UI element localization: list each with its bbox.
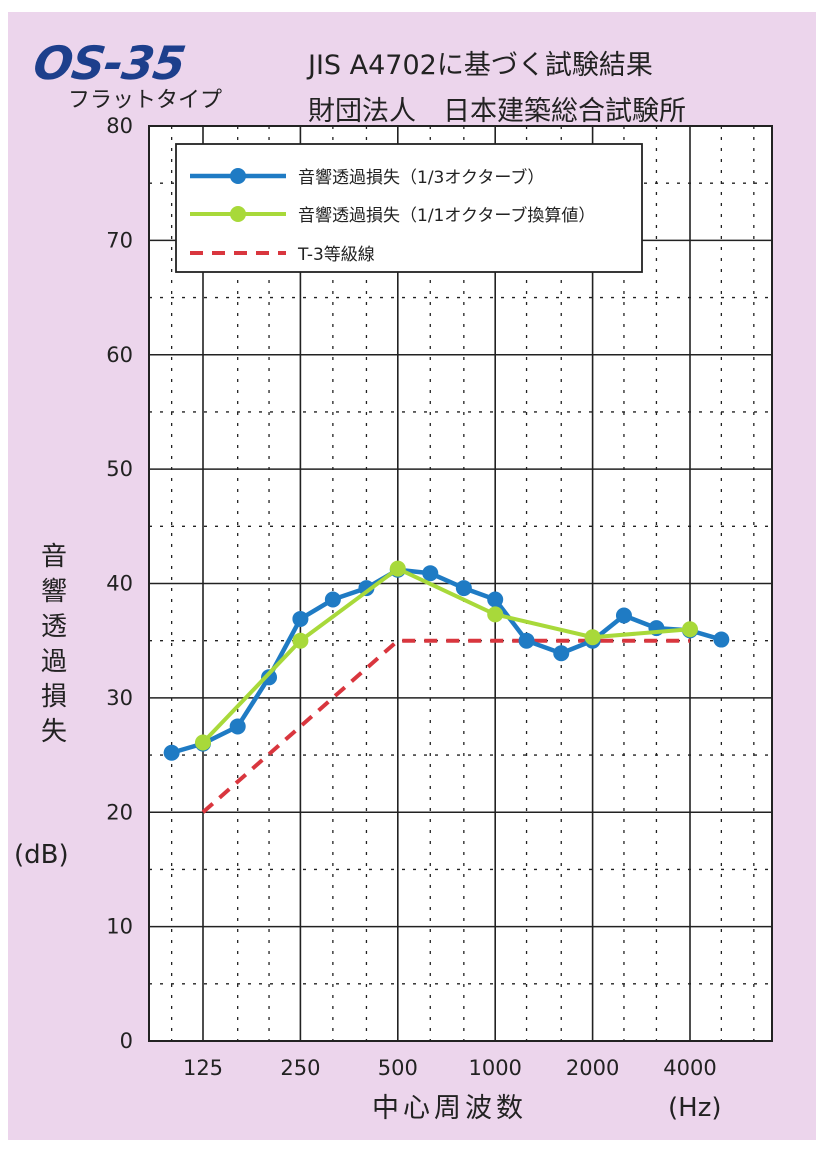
plot-border	[148, 125, 773, 1042]
x-tick-label: 4000	[663, 1056, 716, 1080]
third-octave-point	[422, 565, 439, 582]
legend-box	[175, 143, 643, 273]
x-tick-label: 2000	[566, 1056, 619, 1080]
third-octave-point	[553, 645, 570, 662]
x-tick-label: 500	[378, 1056, 418, 1080]
y-tick-label: 0	[120, 1029, 133, 1053]
y-tick-label: 60	[106, 343, 133, 367]
y-axis-label-char: 失	[40, 717, 67, 747]
x-tick-label: 125	[183, 1056, 223, 1080]
octave-point	[584, 629, 601, 646]
third-octave-point	[518, 632, 535, 649]
third-octave-point	[292, 610, 309, 627]
third-octave-point	[229, 718, 246, 735]
y-axis-label-char: 過	[40, 647, 67, 677]
x-axis-unit: (Hz)	[668, 1093, 722, 1123]
y-tick-label: 80	[106, 114, 133, 138]
third-octave-point	[324, 591, 341, 608]
octave-point	[389, 560, 406, 577]
test-standard-title: JIS A4702に基づく試験結果	[308, 50, 653, 81]
y-axis-unit: (dB)	[14, 840, 69, 870]
legend-octave-label: 音響透過損失（1/1オクターブ換算値）	[298, 205, 595, 226]
y-tick-label: 40	[106, 572, 133, 596]
legend-third-octave-marker	[230, 168, 246, 184]
third-octave-point	[261, 669, 278, 686]
third-octave-point	[487, 591, 504, 608]
x-tick-label: 250	[280, 1056, 320, 1080]
test-institute-title: 財団法人 日本建築総合試験所	[308, 96, 686, 127]
y-tick-label: 30	[106, 686, 133, 710]
octave-point	[195, 734, 211, 751]
third-octave-point	[713, 631, 730, 648]
x-axis-label: 中心周波数	[372, 1093, 527, 1124]
y-tick-label: 20	[106, 800, 133, 824]
third-octave-point	[455, 580, 472, 597]
y-axis-label-char: 音	[40, 542, 67, 572]
y-tick-label: 70	[106, 228, 133, 252]
series-octave-line	[201, 566, 691, 744]
y-axis-label-char: 響	[40, 577, 67, 607]
y-tick-label: 10	[106, 915, 133, 939]
octave-point	[682, 621, 698, 638]
product-type: フラットタイプ	[68, 88, 223, 113]
y-tick-label: 50	[106, 457, 133, 481]
y-axis-label-char: 透	[40, 612, 67, 642]
y-axis-label-char: 損	[40, 682, 67, 712]
third-octave-point	[163, 744, 180, 761]
third-octave-point	[615, 607, 632, 624]
octave-point	[487, 606, 504, 623]
octave-point	[292, 632, 309, 649]
third-octave-point	[358, 580, 375, 597]
legend-grade-label: T-3等級線	[297, 245, 375, 265]
y-axis-label: 音響透過損失	[34, 540, 74, 750]
legend-third-octave-label: 音響透過損失（1/3オクターブ）	[298, 167, 544, 188]
x-tick-label: 1000	[468, 1056, 521, 1080]
legend-octave-marker	[230, 206, 246, 222]
